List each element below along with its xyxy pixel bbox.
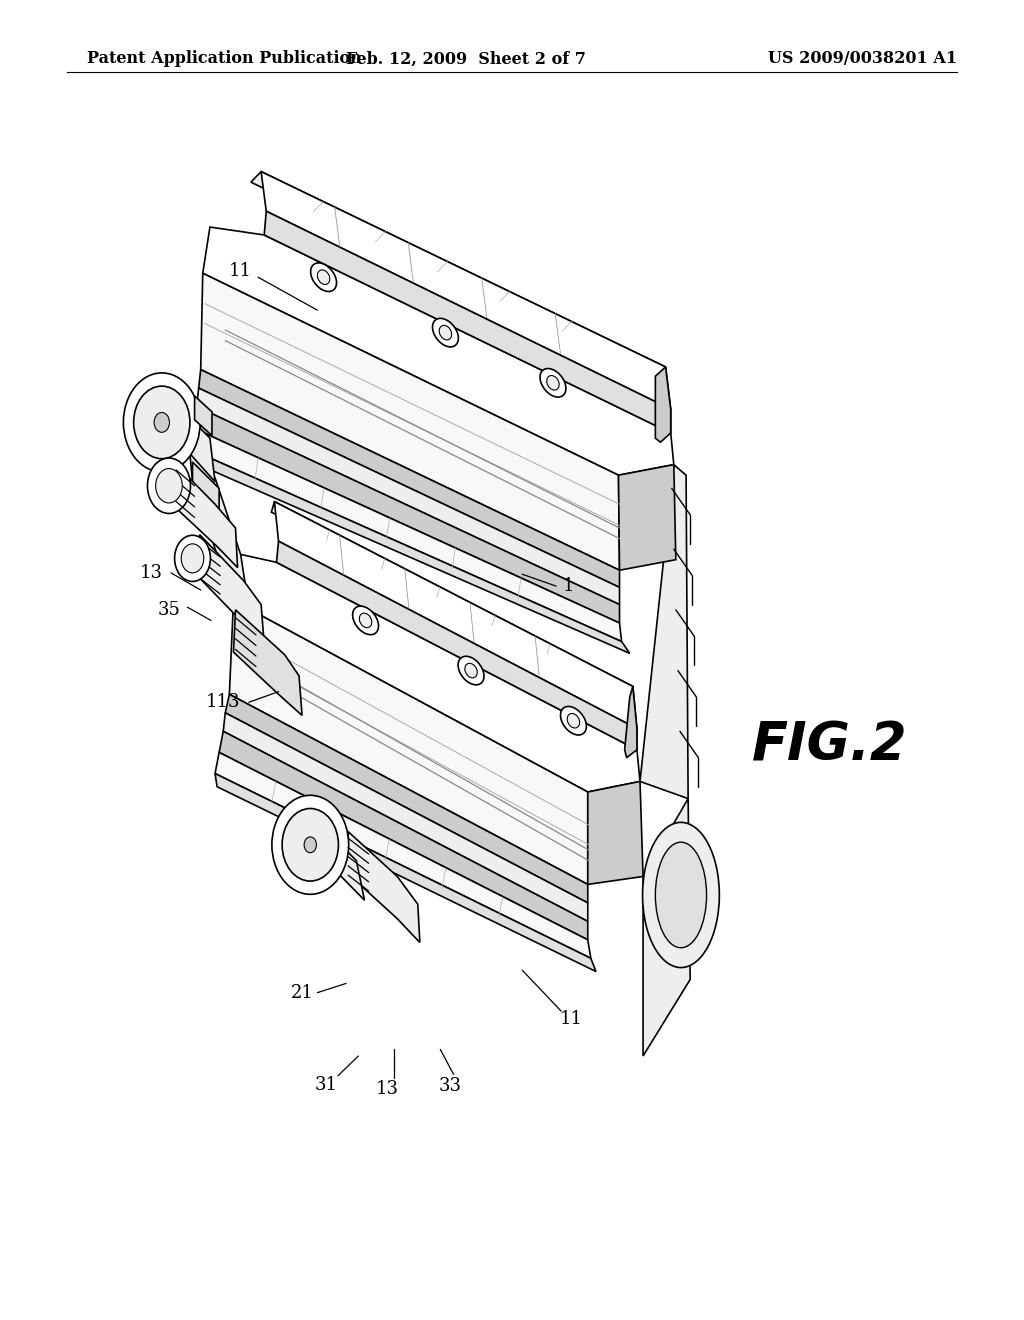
Polygon shape bbox=[201, 273, 620, 570]
Polygon shape bbox=[233, 554, 640, 792]
Ellipse shape bbox=[655, 842, 707, 948]
Ellipse shape bbox=[282, 808, 338, 882]
Ellipse shape bbox=[272, 795, 348, 895]
Polygon shape bbox=[625, 686, 637, 758]
Polygon shape bbox=[233, 610, 302, 715]
Ellipse shape bbox=[439, 325, 452, 341]
Text: 113: 113 bbox=[206, 693, 241, 711]
Polygon shape bbox=[251, 172, 666, 376]
Polygon shape bbox=[276, 541, 637, 750]
Polygon shape bbox=[219, 731, 588, 940]
Ellipse shape bbox=[547, 375, 559, 391]
Polygon shape bbox=[643, 799, 690, 1056]
Polygon shape bbox=[197, 388, 620, 605]
Polygon shape bbox=[264, 211, 671, 433]
Polygon shape bbox=[169, 396, 215, 482]
Polygon shape bbox=[348, 832, 420, 942]
Text: 33: 33 bbox=[439, 1077, 462, 1096]
Polygon shape bbox=[193, 407, 620, 623]
Ellipse shape bbox=[359, 612, 372, 628]
Ellipse shape bbox=[181, 544, 204, 573]
Polygon shape bbox=[215, 774, 596, 972]
Polygon shape bbox=[261, 172, 671, 409]
Polygon shape bbox=[640, 465, 688, 799]
Polygon shape bbox=[274, 502, 637, 729]
Polygon shape bbox=[199, 370, 620, 587]
Ellipse shape bbox=[133, 385, 190, 458]
Ellipse shape bbox=[310, 263, 337, 292]
Text: 11: 11 bbox=[560, 1010, 583, 1028]
Polygon shape bbox=[193, 462, 219, 515]
Polygon shape bbox=[655, 367, 671, 442]
Polygon shape bbox=[229, 601, 588, 884]
Ellipse shape bbox=[560, 706, 587, 735]
Ellipse shape bbox=[432, 318, 459, 347]
Text: 21: 21 bbox=[291, 983, 313, 1002]
Text: US 2009/0038201 A1: US 2009/0038201 A1 bbox=[768, 50, 957, 67]
Polygon shape bbox=[189, 428, 622, 642]
Text: 13: 13 bbox=[376, 1080, 398, 1098]
Polygon shape bbox=[315, 821, 365, 900]
Polygon shape bbox=[203, 227, 674, 475]
Ellipse shape bbox=[567, 713, 580, 729]
Polygon shape bbox=[618, 465, 676, 570]
Ellipse shape bbox=[147, 458, 190, 513]
Text: 31: 31 bbox=[314, 1076, 337, 1094]
Ellipse shape bbox=[465, 663, 477, 678]
Text: 11: 11 bbox=[229, 261, 252, 280]
Polygon shape bbox=[271, 502, 633, 697]
Ellipse shape bbox=[352, 606, 379, 635]
Polygon shape bbox=[176, 465, 238, 568]
Text: FIG.2: FIG.2 bbox=[752, 719, 907, 772]
Polygon shape bbox=[223, 713, 588, 921]
Ellipse shape bbox=[154, 412, 170, 433]
Ellipse shape bbox=[304, 837, 316, 853]
Text: 35: 35 bbox=[158, 601, 180, 619]
Ellipse shape bbox=[123, 372, 201, 473]
Text: Patent Application Publication: Patent Application Publication bbox=[87, 50, 361, 67]
Polygon shape bbox=[215, 752, 591, 958]
Text: 13: 13 bbox=[140, 564, 163, 582]
Ellipse shape bbox=[174, 536, 211, 581]
Polygon shape bbox=[189, 449, 630, 653]
Ellipse shape bbox=[643, 822, 719, 968]
Ellipse shape bbox=[540, 368, 566, 397]
Ellipse shape bbox=[458, 656, 484, 685]
Polygon shape bbox=[225, 694, 588, 903]
Ellipse shape bbox=[156, 469, 182, 503]
Text: Feb. 12, 2009  Sheet 2 of 7: Feb. 12, 2009 Sheet 2 of 7 bbox=[346, 50, 586, 67]
Polygon shape bbox=[200, 535, 264, 644]
Polygon shape bbox=[189, 449, 246, 587]
Polygon shape bbox=[195, 396, 212, 436]
Ellipse shape bbox=[317, 269, 330, 285]
Text: 1: 1 bbox=[562, 577, 574, 595]
Polygon shape bbox=[588, 781, 643, 884]
